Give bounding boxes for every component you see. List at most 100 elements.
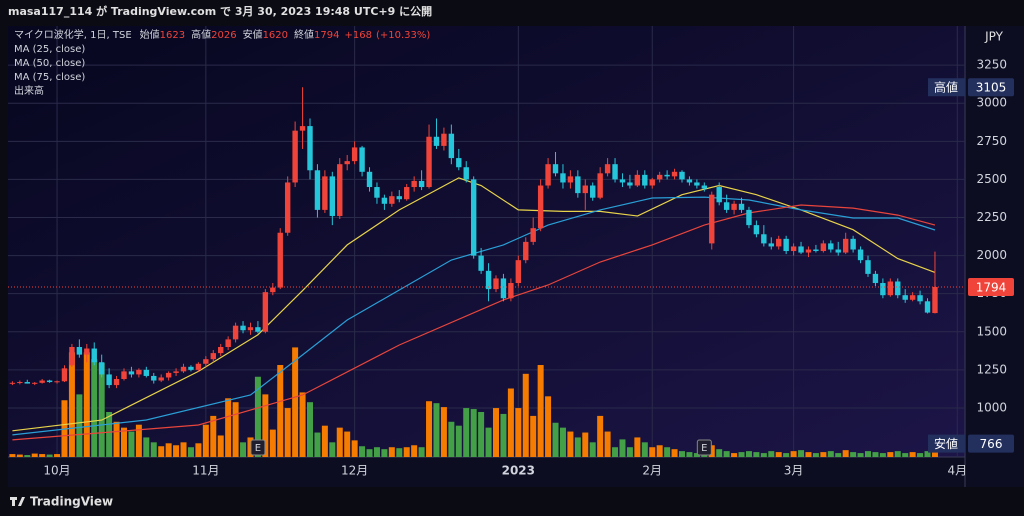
volume-bar xyxy=(820,452,827,457)
volume-bar xyxy=(872,452,879,457)
volume-bar xyxy=(403,447,410,457)
candle-body xyxy=(39,380,45,383)
candle-body xyxy=(203,359,209,364)
volume-bar xyxy=(232,402,239,457)
candle-body xyxy=(679,171,685,180)
volume-bar xyxy=(411,445,418,457)
candle-body xyxy=(902,295,908,300)
volume-bar xyxy=(731,453,738,457)
candle-body xyxy=(790,246,797,252)
candle-body xyxy=(887,281,894,296)
legend-value: 2026 xyxy=(211,30,236,41)
volume-bar xyxy=(269,429,276,457)
volume-bar xyxy=(783,453,790,457)
volume-bar xyxy=(485,427,492,457)
volume-bar xyxy=(805,452,812,457)
legend-value: 1623 xyxy=(160,30,185,41)
candle-body xyxy=(84,348,90,355)
volume-bar xyxy=(649,447,656,457)
volume-bar xyxy=(790,451,797,457)
volume-bar xyxy=(723,451,730,457)
candle-body xyxy=(753,225,760,235)
volume-bar xyxy=(180,442,187,457)
volume-bar xyxy=(574,437,581,457)
candle-body xyxy=(604,164,611,174)
volume-bar xyxy=(827,451,834,457)
candle-body xyxy=(798,246,804,253)
candle-body xyxy=(188,366,194,370)
candle-body xyxy=(344,161,350,165)
y-tick-label: 2250 xyxy=(976,210,1007,224)
candle-body xyxy=(98,362,105,375)
candle-body xyxy=(642,174,648,186)
candle-body xyxy=(463,167,469,180)
candle-body xyxy=(76,347,83,355)
volume-bar xyxy=(522,373,529,457)
candle-body xyxy=(627,182,633,186)
volume-bar xyxy=(664,447,671,457)
candle-body xyxy=(530,228,536,242)
volume-bar xyxy=(396,448,403,457)
volume-bar xyxy=(530,415,537,457)
volume-bar xyxy=(463,408,470,457)
volume-bar xyxy=(500,413,507,457)
candle-body xyxy=(225,339,231,348)
volume-bar xyxy=(552,422,559,457)
candle-body xyxy=(374,187,380,198)
volume-bar xyxy=(902,453,909,457)
volume-bar xyxy=(373,447,380,457)
volume-bar xyxy=(284,408,291,457)
candle-body xyxy=(575,176,581,194)
candle-body xyxy=(277,232,283,288)
volume-bar xyxy=(798,450,805,457)
symbol: マイクロ波化学, 1日, TSE xyxy=(14,28,132,41)
volume-bar xyxy=(835,453,842,457)
volume-bar xyxy=(128,431,135,457)
candle-body xyxy=(389,196,395,204)
candle-body xyxy=(560,173,566,183)
candle-body xyxy=(813,249,819,252)
candle-body xyxy=(649,179,655,186)
candle-body xyxy=(218,347,224,354)
x-tick-label: 2023 xyxy=(502,464,535,478)
volume-bar xyxy=(135,424,142,457)
volume-bar xyxy=(857,453,864,457)
volume-bar xyxy=(173,445,180,457)
volume-bar xyxy=(626,447,633,457)
candle-body xyxy=(314,170,321,210)
volume-bar xyxy=(150,442,157,457)
event-label: E xyxy=(255,443,261,454)
volume-bar xyxy=(292,347,299,457)
volume-bar xyxy=(634,437,641,457)
y-tick-label: 3000 xyxy=(976,96,1007,110)
event-label: E xyxy=(701,443,707,454)
volume-bar xyxy=(440,407,447,457)
candle-body xyxy=(865,260,871,274)
candle-body xyxy=(329,176,336,216)
volume-bar xyxy=(106,411,113,457)
candle-body xyxy=(284,182,291,233)
candle-body xyxy=(924,301,931,313)
grid xyxy=(8,26,965,457)
candle-body xyxy=(180,366,187,372)
candle-body xyxy=(337,164,343,216)
legend-label: 安値 xyxy=(243,28,263,41)
candle-body xyxy=(151,375,157,381)
volume-bar xyxy=(426,401,433,457)
logo: TradingView xyxy=(10,495,113,509)
volume-bar xyxy=(68,352,75,457)
legend-ma: MA (50, close) xyxy=(14,58,85,69)
range-value-tag xyxy=(968,78,1014,97)
volume-bar xyxy=(314,432,321,457)
candle-body xyxy=(299,126,306,131)
range-value: 766 xyxy=(980,437,1003,451)
volume-bar xyxy=(537,365,544,457)
candle-body xyxy=(619,179,626,183)
candle-body xyxy=(723,202,730,210)
candle-body xyxy=(292,130,298,183)
y-tick-label: 1000 xyxy=(976,400,1007,414)
candle-body xyxy=(917,295,923,302)
volume-bar xyxy=(567,431,574,457)
candle-body xyxy=(731,203,737,210)
candle-body xyxy=(701,185,708,189)
